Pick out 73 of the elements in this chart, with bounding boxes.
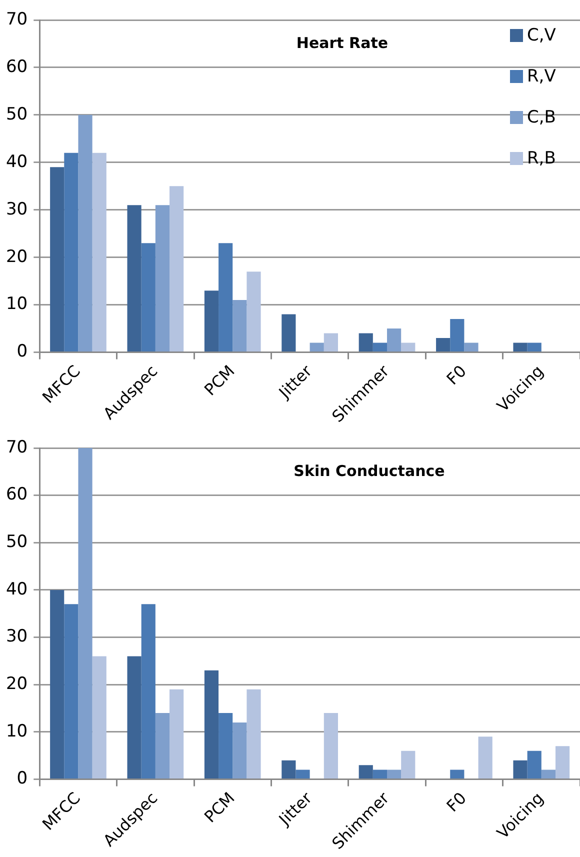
- bar: [218, 243, 233, 352]
- y-tick-label: 30: [6, 199, 28, 220]
- bar: [78, 114, 92, 352]
- bar: [232, 722, 247, 779]
- bar: [170, 689, 184, 779]
- bar: [358, 333, 373, 352]
- bar: [358, 765, 373, 779]
- bar: [282, 760, 296, 779]
- y-tick-label: 30: [6, 626, 28, 647]
- x-tick-label: F0: [442, 788, 470, 816]
- bar: [282, 314, 296, 352]
- bar: [324, 713, 338, 779]
- bar: [296, 770, 310, 779]
- bar: [141, 243, 156, 352]
- bar: [310, 342, 324, 352]
- bar: [64, 604, 78, 779]
- y-tick-label: 20: [6, 674, 28, 694]
- bar: [141, 604, 156, 779]
- bar: [50, 590, 64, 779]
- y-tick-label: 20: [6, 246, 28, 267]
- bar: [127, 656, 142, 779]
- y-tick-label: 60: [6, 484, 28, 505]
- bar: [218, 713, 233, 779]
- bar: [204, 290, 219, 352]
- y-tick-label: 50: [6, 104, 28, 124]
- y-tick-label: 70: [6, 9, 28, 30]
- y-tick-label: 0: [16, 768, 28, 789]
- bar: [387, 770, 402, 779]
- bar: [464, 342, 478, 352]
- bar: [513, 760, 528, 779]
- bar: [527, 342, 542, 352]
- bar: [324, 333, 338, 352]
- bar: [555, 746, 570, 779]
- bar: [92, 656, 106, 779]
- bar: [450, 770, 464, 779]
- bar: [401, 342, 416, 352]
- bar: [204, 670, 219, 779]
- bar: [387, 328, 402, 352]
- bar: [50, 167, 64, 352]
- text: Heart Rate: [296, 34, 388, 52]
- bar: [372, 770, 388, 779]
- bar: [372, 342, 388, 352]
- bar: [155, 205, 170, 352]
- bar: [155, 713, 170, 779]
- text: Skin Conductance: [294, 462, 445, 480]
- legend-label: C,B: [527, 107, 556, 128]
- y-tick-label: 50: [6, 532, 28, 552]
- bar: [232, 300, 247, 352]
- bar: [450, 319, 464, 352]
- bar: [92, 152, 106, 352]
- bar: [401, 750, 416, 779]
- bar: [478, 736, 492, 779]
- bar: [64, 152, 78, 352]
- bar: [127, 205, 142, 352]
- bar: [246, 272, 261, 352]
- legend-label: R,B: [527, 148, 556, 168]
- y-tick-label: 70: [6, 437, 28, 458]
- bar: [541, 770, 556, 779]
- bar: [246, 689, 261, 779]
- y-tick-label: 0: [16, 342, 28, 362]
- bar: [527, 750, 542, 779]
- y-tick-label: 10: [6, 294, 28, 314]
- bar: [513, 342, 528, 352]
- y-tick-label: 10: [6, 721, 28, 742]
- y-tick-label: 60: [6, 56, 28, 77]
- x-tick-label: F0: [442, 361, 470, 389]
- y-tick-label: 40: [6, 152, 28, 172]
- legend-label: R,V: [527, 66, 556, 86]
- legend-label: C,V: [527, 25, 556, 46]
- bar: [436, 338, 450, 352]
- y-tick-label: 40: [6, 579, 28, 600]
- bar: [78, 448, 92, 779]
- bar: [170, 186, 184, 352]
